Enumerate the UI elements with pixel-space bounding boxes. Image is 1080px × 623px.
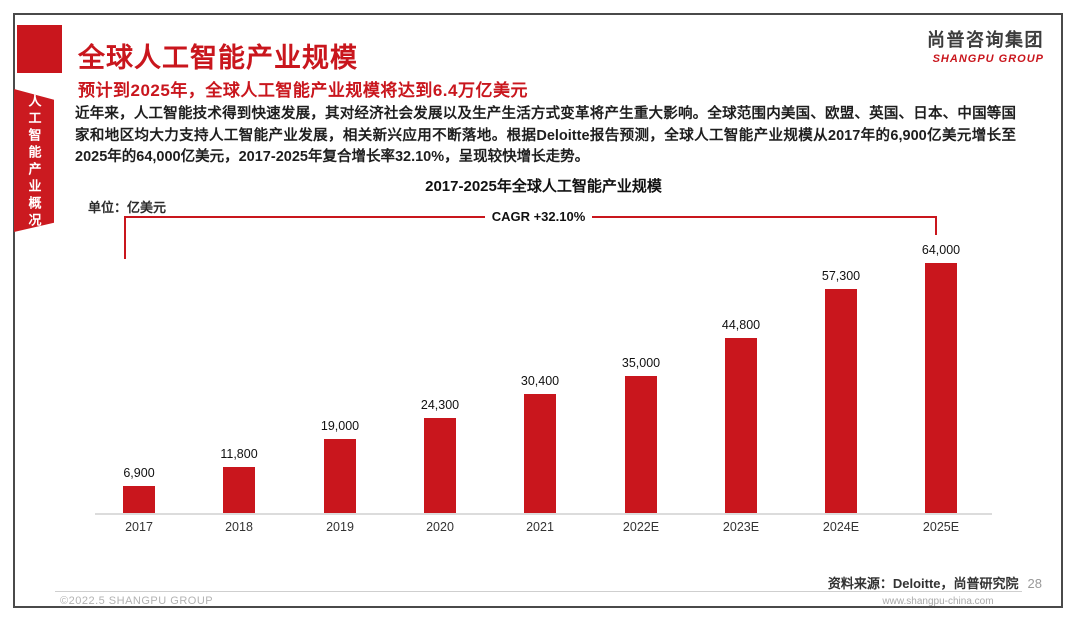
cagr-bracket-tick-left	[124, 216, 126, 259]
chart-x-axis-line	[95, 513, 992, 515]
bar-2017	[123, 486, 155, 513]
page-number: 28	[1027, 576, 1042, 591]
bar-2025E	[925, 263, 957, 513]
accent-square	[17, 25, 62, 73]
sidebar-ribbon: 人工智能产业概况	[14, 89, 54, 232]
chart-unit-label: 单位：亿美元	[88, 200, 167, 215]
x-axis-label-2023E: 2023E	[722, 520, 760, 534]
website-url: www.shangpu-china.com	[882, 596, 994, 607]
bar-2023E	[725, 338, 757, 513]
bar-value-label-2024E: 57,300	[821, 269, 861, 283]
x-axis-label-2021: 2021	[526, 520, 554, 534]
chart-title: 2017-2025年全球人工智能产业规模	[425, 178, 662, 195]
bar-2018	[223, 467, 255, 513]
x-axis-label-2024E: 2024E	[822, 520, 860, 534]
bar-value-label-2017: 6,900	[123, 466, 155, 480]
slide-border-frame	[13, 13, 1063, 608]
page-title: 全球人工智能产业规模	[78, 43, 358, 73]
x-axis-label-2020: 2020	[426, 520, 454, 534]
cagr-bracket-line-left	[124, 216, 485, 218]
bar-2019	[324, 439, 356, 513]
page-subtitle: 预计到2025年，全球人工智能产业规模将达到6.4万亿美元	[78, 81, 528, 100]
bar-value-label-2025E: 64,000	[921, 243, 961, 257]
bar-2020	[424, 418, 456, 513]
x-axis-label-2022E: 2022E	[622, 520, 660, 534]
company-logo: 尚普咨询集团 SHANGPU GROUP	[927, 26, 1044, 65]
bar-2024E	[825, 289, 857, 513]
sidebar-tab-label: 人工智能产业概况	[26, 93, 42, 230]
source-text: 资料来源：Deloitte，尚普研究院	[827, 576, 1019, 591]
bar-value-label-2021: 30,400	[520, 374, 560, 388]
logo-en-text: SHANGPU GROUP	[932, 53, 1044, 65]
cagr-label: CAGR +32.10%	[485, 209, 592, 224]
cagr-bracket-line-right	[592, 216, 937, 218]
cagr-bracket-tick-right	[935, 216, 937, 235]
bar-value-label-2020: 24,300	[420, 398, 460, 412]
bar-value-label-2019: 19,000	[320, 419, 360, 433]
copyright-text: ©2022.5 SHANGPU GROUP	[60, 595, 214, 607]
x-axis-label-2018: 2018	[225, 520, 253, 534]
logo-cn-text: 尚普咨询集团	[927, 30, 1044, 50]
bar-value-label-2018: 11,800	[220, 447, 258, 461]
bar-value-label-2023E: 44,800	[721, 318, 761, 332]
body-paragraph: 近年来，人工智能技术得到快速发展，其对经济社会发展以及生产生活方式变革将产生重大…	[75, 106, 1016, 165]
x-axis-label-2017: 2017	[125, 520, 153, 534]
bar-value-label-2022E: 35,000	[621, 356, 661, 370]
x-axis-label-2019: 2019	[326, 520, 354, 534]
x-axis-label-2025E: 2025E	[922, 520, 960, 534]
footer-divider	[55, 591, 1022, 592]
source-note: 资料来源：Deloitte，尚普研究院 28	[828, 573, 1042, 592]
bar-2022E	[625, 376, 657, 513]
bar-2021	[524, 394, 556, 513]
